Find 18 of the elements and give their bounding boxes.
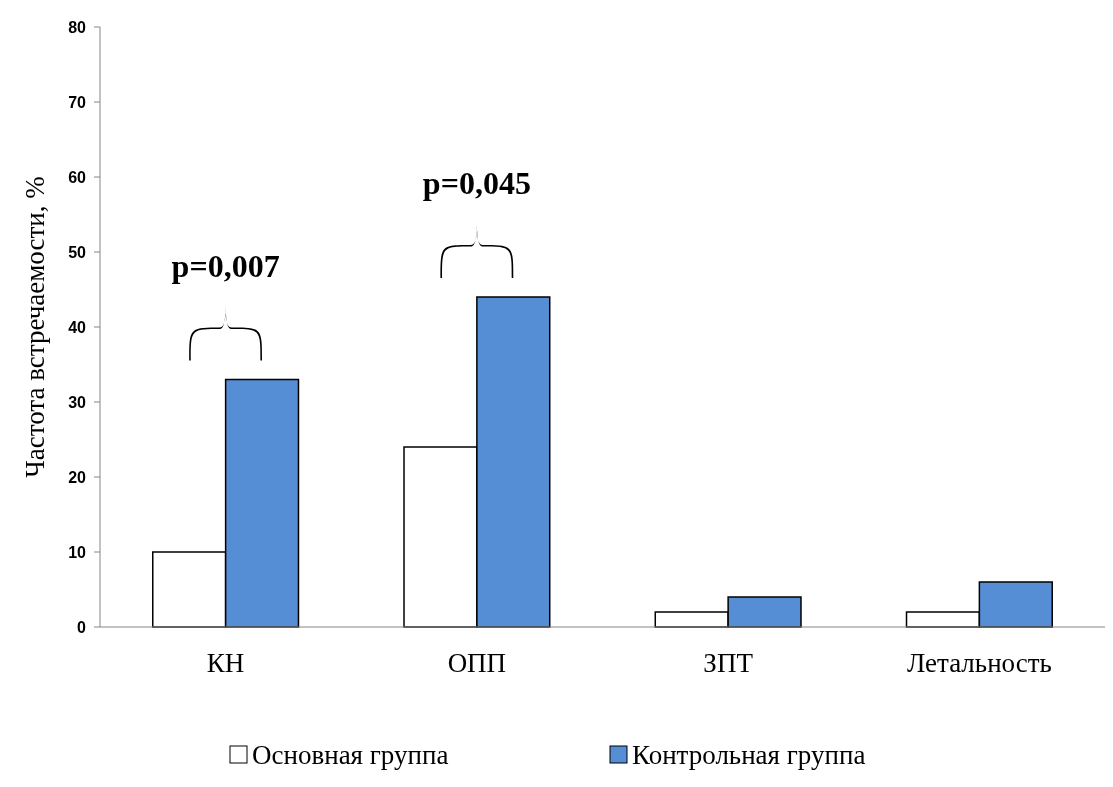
x-tick-label: КН — [206, 648, 245, 678]
y-tick-label: 50 — [68, 243, 87, 261]
y-tick-label: 20 — [68, 468, 87, 486]
y-tick-label: 0 — [77, 618, 87, 636]
y-tick-label: 70 — [68, 93, 87, 111]
y-tick-label: 10 — [68, 543, 87, 561]
y-axis-title: Частота встречаемости, % — [20, 176, 51, 478]
legend-label: Контрольная группа — [632, 740, 866, 771]
annotation: p=0,007 — [171, 247, 280, 284]
y-tick-label: 30 — [68, 393, 87, 411]
legend-label: Основная группа — [252, 740, 449, 771]
y-tick-label: 40 — [68, 318, 87, 336]
x-tick-label: Летальность — [906, 648, 1052, 678]
y-tick-label: 80 — [68, 18, 87, 36]
annotation: p=0,045 — [422, 165, 531, 202]
y-tick-label: 60 — [68, 168, 87, 186]
x-tick-label: ОПП — [447, 648, 507, 678]
x-tick-label: ЗПТ — [703, 648, 754, 678]
